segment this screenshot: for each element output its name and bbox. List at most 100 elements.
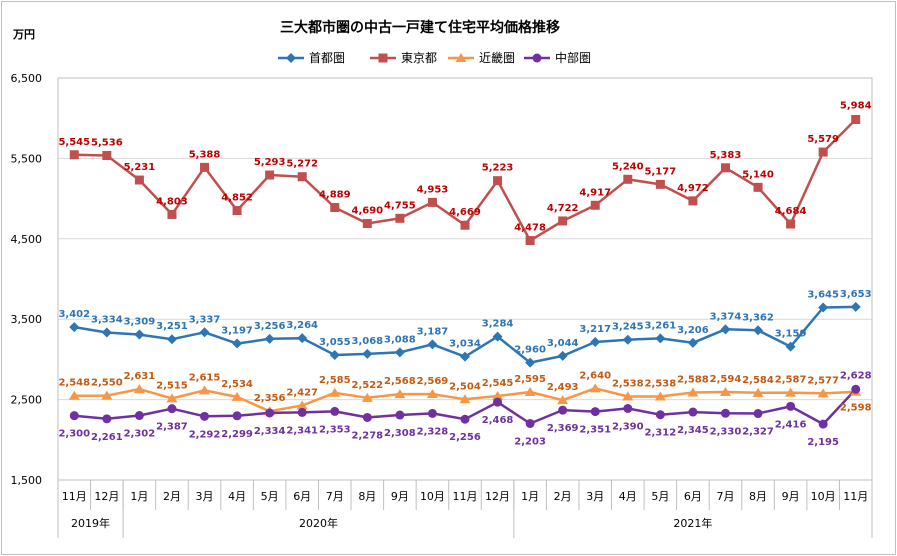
data-point	[69, 150, 79, 160]
data-label: 4,852	[221, 192, 253, 203]
data-point	[557, 350, 568, 361]
year-label: 2019年	[71, 516, 110, 530]
data-point	[818, 302, 829, 313]
data-point	[524, 386, 536, 396]
data-point	[167, 404, 177, 414]
data-point	[851, 384, 861, 394]
data-point	[687, 387, 699, 397]
data-point	[69, 411, 79, 421]
x-tick-label: 1月	[130, 490, 148, 503]
data-label: 3,068	[351, 336, 383, 347]
data-label: 5,177	[645, 166, 677, 177]
data-label: 3,309	[124, 317, 156, 328]
x-tick-label: 12月	[485, 490, 510, 503]
year-label: 2020年	[299, 516, 338, 530]
data-label: 2,615	[189, 372, 221, 383]
data-label: 4,889	[319, 190, 351, 201]
x-tick-label: 2月	[554, 490, 572, 503]
year-label: 2021年	[673, 516, 712, 530]
data-label: 4,478	[514, 223, 546, 234]
data-point	[851, 114, 861, 124]
data-label: 2,312	[645, 428, 677, 439]
data-point	[134, 175, 144, 185]
data-label: 2,493	[547, 382, 579, 393]
data-label: 2,416	[775, 419, 807, 430]
data-label: 5,140	[742, 169, 774, 180]
data-point	[818, 147, 828, 157]
data-point	[69, 322, 80, 333]
data-point	[362, 348, 373, 359]
data-label: 4,755	[384, 200, 416, 211]
data-label: 2,594	[710, 374, 742, 385]
data-point	[362, 219, 372, 229]
data-label: 4,722	[547, 203, 579, 214]
data-point	[297, 172, 307, 182]
data-point	[622, 391, 634, 401]
legend-marker	[378, 53, 388, 63]
data-point	[558, 405, 568, 415]
data-point	[297, 333, 308, 344]
data-label: 3,044	[547, 338, 579, 349]
data-point	[101, 390, 113, 400]
data-point	[426, 389, 438, 399]
data-point	[395, 213, 405, 223]
x-tick-label: 12月	[94, 490, 119, 503]
data-point	[427, 408, 437, 418]
data-label: 3,261	[645, 320, 677, 331]
data-point	[817, 388, 829, 398]
data-point	[200, 411, 210, 421]
data-point	[394, 389, 406, 399]
x-tick-label: 9月	[391, 490, 409, 503]
data-label: 3,264	[286, 320, 318, 331]
data-point	[688, 196, 698, 206]
data-label: 2,538	[612, 379, 644, 390]
data-label: 2,595	[514, 374, 546, 385]
data-label: 3,374	[710, 311, 742, 322]
y-axis-unit: 万円	[12, 28, 35, 41]
data-point	[460, 351, 470, 362]
x-tick-label: 11月	[62, 490, 87, 503]
data-label: 2,587	[775, 375, 807, 386]
data-label: 2,640	[579, 370, 611, 381]
data-point	[687, 337, 698, 348]
x-tick-label: 7月	[326, 490, 344, 503]
data-label: 2,203	[514, 436, 546, 447]
data-point	[786, 401, 796, 411]
data-point	[655, 410, 665, 420]
data-label: 3,055	[319, 337, 351, 348]
data-label: 5,240	[612, 161, 644, 172]
data-label: 2,292	[189, 429, 221, 440]
y-tick-label: 1,500	[11, 474, 43, 487]
data-label: 2,550	[91, 378, 123, 389]
data-label: 2,261	[91, 432, 123, 443]
data-point	[492, 390, 504, 400]
data-label: 2,534	[221, 379, 253, 390]
data-label: 2,356	[254, 393, 286, 404]
data-label: 3,645	[807, 290, 839, 301]
data-point	[655, 333, 666, 344]
data-label: 2,960	[514, 345, 546, 356]
data-point	[752, 387, 764, 397]
data-point	[362, 412, 372, 422]
series-markers	[68, 114, 862, 429]
data-point	[330, 406, 340, 416]
x-tick-label: 5月	[261, 490, 279, 503]
plot-area	[57, 77, 873, 481]
grid-lines	[57, 77, 873, 481]
data-label: 5,579	[807, 134, 839, 145]
data-point	[753, 409, 763, 419]
y-axis-ticks: 1,500 2,500 3,500 4,500 5,500 6,500	[11, 72, 43, 487]
x-tick-label: 4月	[619, 490, 637, 503]
data-label: 3,251	[156, 321, 188, 332]
data-point	[753, 182, 763, 192]
data-label: 2,195	[807, 437, 839, 448]
data-label: 4,690	[351, 206, 383, 217]
x-tick-label: 3月	[586, 490, 604, 503]
data-label: 4,917	[579, 187, 611, 198]
data-point	[525, 357, 536, 368]
legend-label: 首都圏	[309, 51, 345, 65]
data-point	[720, 324, 731, 335]
data-point	[459, 394, 471, 404]
